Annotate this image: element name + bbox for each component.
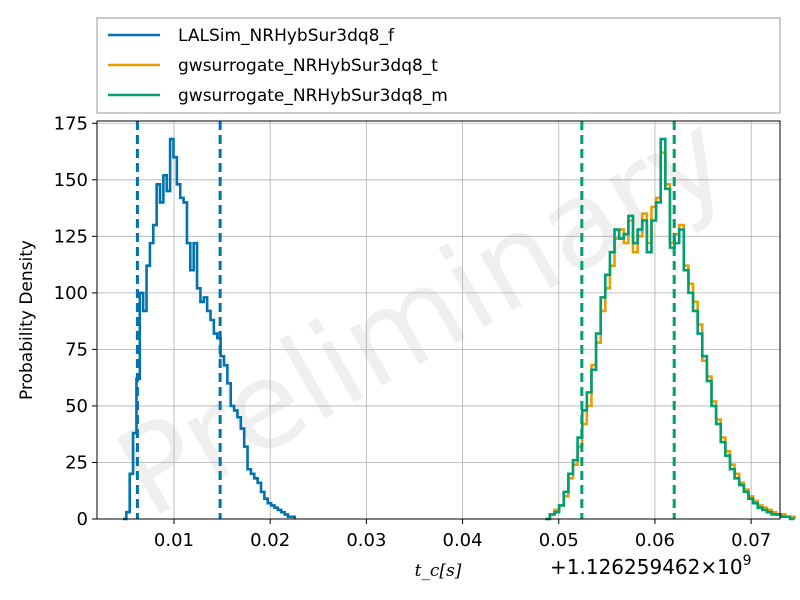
histogram-series-3 (545, 137, 795, 521)
x-tick-label: 0.06 (635, 530, 675, 551)
legend: LALSim_NRHybSur3dq8_f gwsurrogate_NRHybSu… (96, 17, 781, 114)
x-ticks: 0.01 0.02 0.03 0.04 0.05 0.06 0.07 (154, 519, 771, 551)
legend-label-2: gwsurrogate_NRHybSur3dq8_t (178, 56, 438, 76)
x-tick-label: 0.05 (539, 530, 579, 551)
y-tick-label: 25 (65, 452, 88, 473)
y-tick-label: 175 (54, 113, 88, 134)
x-offset-exponent: 9 (743, 553, 752, 569)
y-tick-label: 75 (65, 339, 88, 360)
y-ticks: 0 25 50 75 100 125 150 175 (54, 113, 97, 530)
x-axis-label: t_c[s] (415, 561, 462, 581)
y-tick-label: 0 (77, 509, 88, 530)
y-tick-label: 125 (54, 226, 88, 247)
legend-label-3: gwsurrogate_NRHybSur3dq8_m (178, 86, 448, 106)
plot-frame (96, 120, 781, 520)
legend-label-1: LALSim_NRHybSur3dq8_f (178, 26, 395, 46)
x-tick-label: 0.03 (346, 530, 386, 551)
y-tick-label: 150 (54, 170, 88, 191)
x-tick-label: 0.02 (250, 530, 290, 551)
series-layer (122, 137, 796, 521)
y-axis-label: Probability Density (17, 240, 37, 400)
y-tick-label: 50 (65, 396, 88, 417)
histogram-series-2 (545, 151, 796, 521)
x-tick-label: 0.07 (731, 530, 771, 551)
legend-box (96, 17, 781, 114)
x-offset-base: +1.126259462×10 (550, 555, 743, 579)
x-tick-label: 0.04 (443, 530, 483, 551)
y-tick-label: 100 (54, 283, 88, 304)
x-offset-label: +1.126259462×109 (550, 553, 752, 579)
vline-layer (135, 121, 676, 519)
x-tick-label: 0.01 (154, 530, 194, 551)
watermark-text: Preliminary (95, 86, 751, 545)
histogram-series-1 (122, 137, 296, 521)
